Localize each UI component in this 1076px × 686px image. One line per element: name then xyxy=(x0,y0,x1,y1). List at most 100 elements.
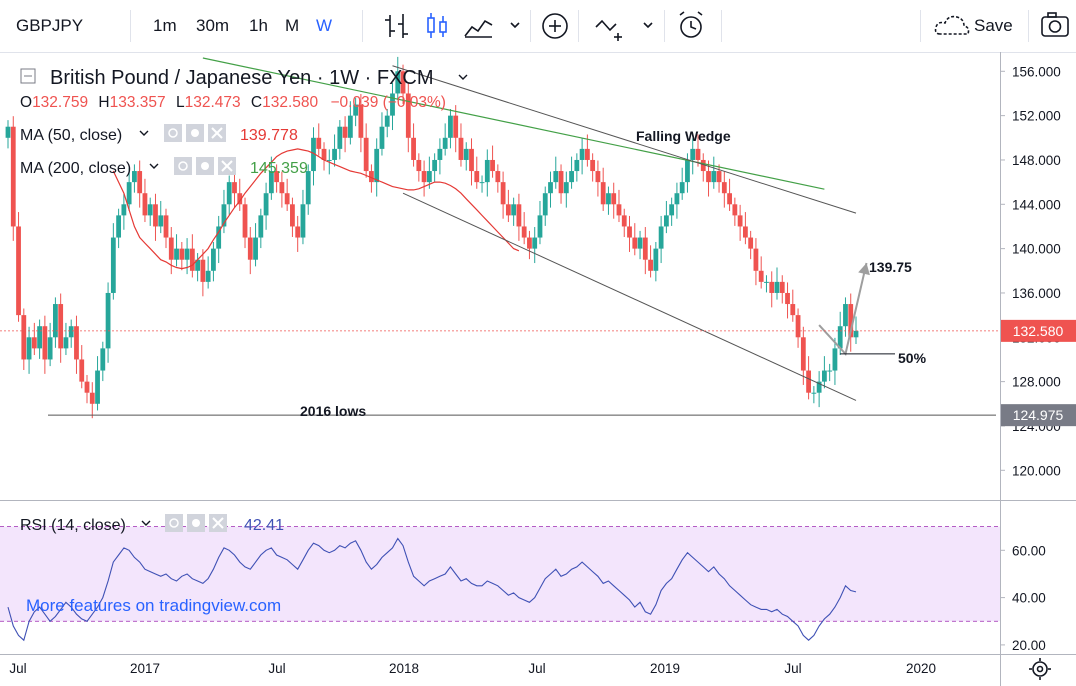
candle-body xyxy=(384,115,390,127)
interval-1m-button[interactable]: 1m xyxy=(153,16,177,35)
save-button[interactable]: Save xyxy=(974,16,1013,35)
bar-style-icon[interactable] xyxy=(385,14,408,38)
rsi-tick-label: 20.00 xyxy=(1012,638,1046,653)
candle-body xyxy=(363,137,369,172)
candle-body xyxy=(142,193,148,216)
toolbar-divider xyxy=(721,10,722,42)
candle-body xyxy=(542,193,548,216)
add-indicator-icon[interactable] xyxy=(542,13,568,39)
toolbar-divider xyxy=(1028,10,1029,42)
candle-body xyxy=(226,182,232,205)
candle-body xyxy=(432,159,438,172)
area-style-icon[interactable] xyxy=(464,19,493,38)
ma200-value: 145.359 xyxy=(250,160,308,177)
collapse-legend-icon[interactable] xyxy=(20,68,36,84)
candle-body xyxy=(405,93,411,138)
toolbar-divider xyxy=(530,10,531,42)
candle-body xyxy=(558,171,564,194)
chevron-down-icon[interactable] xyxy=(510,22,520,29)
candle-body xyxy=(595,171,601,183)
interval-month-button[interactable]: M xyxy=(285,16,300,35)
price-tick-label: 148.000 xyxy=(1012,153,1061,168)
rsi-legend-buttons[interactable] xyxy=(165,514,227,532)
candle-body xyxy=(63,337,69,349)
candle-body xyxy=(663,215,669,227)
fib-50-label: 50% xyxy=(898,350,927,366)
candle-body xyxy=(437,148,443,160)
candle-body xyxy=(189,248,195,271)
candle-body xyxy=(168,237,174,260)
candle-body xyxy=(637,237,643,249)
candle-body xyxy=(716,171,722,183)
candle-body xyxy=(690,148,696,160)
candle-body xyxy=(442,137,448,149)
candle-body xyxy=(116,215,122,238)
candle-body xyxy=(611,193,617,205)
candle-body xyxy=(95,370,100,404)
toolbar-divider xyxy=(664,10,665,42)
candles-style-icon[interactable] xyxy=(427,13,447,38)
ma200-legend-buttons[interactable] xyxy=(174,157,236,175)
support-price-tag xyxy=(1001,404,1076,427)
candle-body xyxy=(732,204,738,216)
price-tick-label: 120.000 xyxy=(1012,463,1061,478)
candle-body xyxy=(453,115,459,138)
candle-body xyxy=(721,182,727,194)
symbol-search-button[interactable]: GBPJPY xyxy=(16,16,84,35)
candle-body xyxy=(321,148,327,160)
chevron-down-icon[interactable] xyxy=(458,74,468,80)
arrow-head-icon xyxy=(858,263,870,276)
time-axis[interactable]: Jul 2017 Jul 2018 Jul 2019 Jul 2020 xyxy=(9,661,936,676)
candle-body xyxy=(790,304,796,316)
camera-icon[interactable] xyxy=(1041,12,1069,37)
candle-body xyxy=(685,159,690,183)
candle-body xyxy=(590,159,596,172)
candle-body xyxy=(495,171,501,183)
candle-body xyxy=(806,370,811,393)
ma50-legend-buttons[interactable] xyxy=(164,124,226,142)
rsi-axis[interactable]: 60.00 40.00 20.00 xyxy=(1000,543,1046,653)
candle-body xyxy=(616,204,622,216)
candle-body xyxy=(421,171,427,183)
candle-body xyxy=(326,159,332,161)
compare-icon[interactable] xyxy=(595,19,622,41)
candle-body xyxy=(105,292,111,349)
candle-body xyxy=(679,182,685,194)
rsi-line xyxy=(7,537,857,642)
candle-body xyxy=(674,193,680,205)
candle-body xyxy=(100,348,106,371)
time-tick-label: Jul xyxy=(528,661,545,676)
candle-body xyxy=(68,326,74,338)
interval-week-button[interactable]: W xyxy=(316,16,333,35)
candle-body xyxy=(416,159,422,172)
interval-1h-button[interactable]: 1h xyxy=(249,16,268,35)
candle-body xyxy=(795,315,801,338)
candle-body xyxy=(258,215,264,238)
time-tick-label: 2017 xyxy=(130,661,160,676)
trendline xyxy=(392,65,857,214)
candle-body xyxy=(700,159,706,172)
chevron-down-icon[interactable] xyxy=(643,22,653,29)
alert-clock-icon[interactable] xyxy=(679,11,703,38)
candle-body xyxy=(147,204,153,216)
candle-body xyxy=(448,115,453,138)
chevron-down-icon[interactable] xyxy=(141,520,151,526)
promo-link[interactable]: More features on tradingview.com xyxy=(26,596,281,615)
price-axis[interactable]: 156.000 152.000 148.000 144.000 140.000 136.0… xyxy=(1000,64,1061,478)
candle-body xyxy=(390,93,395,116)
candle-body xyxy=(606,193,611,205)
candle-body xyxy=(469,148,474,172)
candle-body xyxy=(827,370,833,372)
candle-body xyxy=(316,137,322,149)
candle-body xyxy=(163,215,169,238)
candle-body xyxy=(779,281,785,293)
ma50-legend-label: MA (50, close) xyxy=(20,127,122,144)
gear-icon[interactable] xyxy=(1029,658,1051,680)
ma200-legend-label: MA (200, close) xyxy=(20,160,131,177)
candle-body xyxy=(26,337,32,360)
candle-body xyxy=(458,137,464,160)
chevron-down-icon[interactable] xyxy=(149,163,159,169)
chevron-down-icon[interactable] xyxy=(139,130,149,136)
candle-body xyxy=(89,392,95,404)
interval-30m-button[interactable]: 30m xyxy=(196,16,230,35)
